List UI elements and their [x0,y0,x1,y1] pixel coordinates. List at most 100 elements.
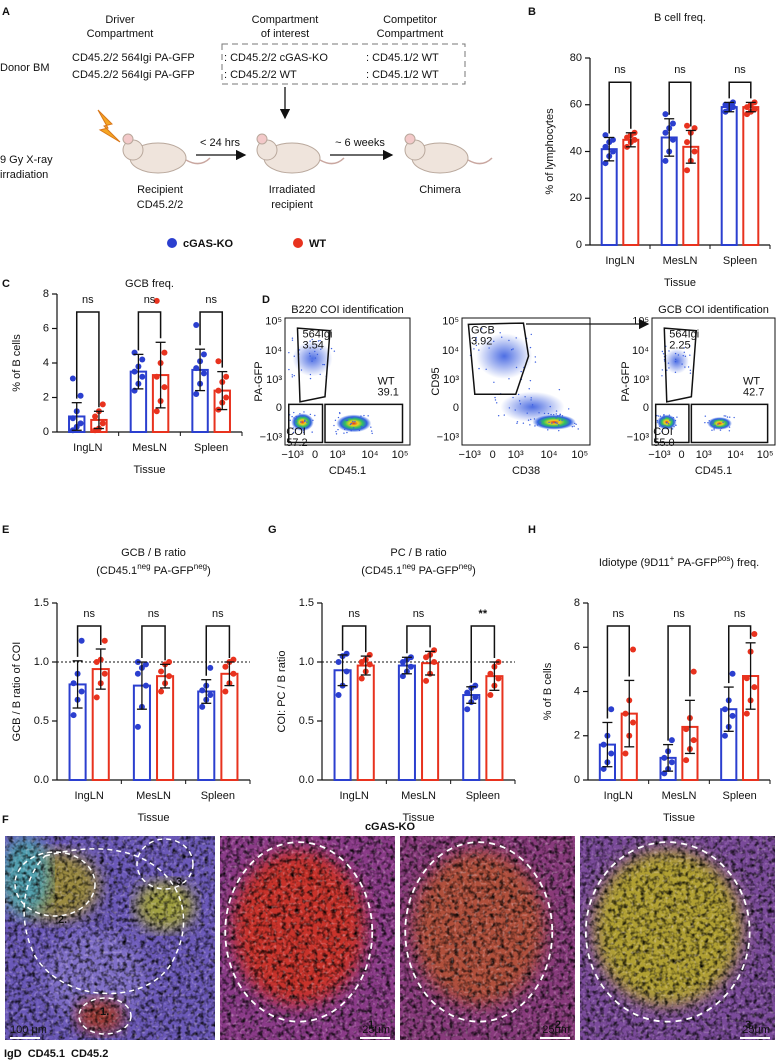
event-dot [555,413,557,415]
event-dot [656,419,659,422]
data-point [669,136,676,143]
data-point [743,710,750,717]
event-dot [295,418,297,420]
event-dot [665,422,668,424]
y-tick-label: 1.5 [34,597,49,609]
data-point [223,373,230,380]
event-dot [303,411,305,413]
event-dot [319,339,321,342]
event-dot [657,415,660,417]
event-dot [575,423,577,426]
event-dot [475,344,478,347]
data-point [721,732,728,739]
event-dot [530,399,532,401]
y-tick-label: 8 [43,288,49,300]
event-dot [714,418,717,421]
y-axis-label: PA-GFP [253,361,265,401]
x-tick-label: −10³ [648,449,671,461]
significance-bracket [141,625,166,661]
event-dot [473,348,475,350]
gate-value: 57.2 [286,437,307,449]
event-dot [323,363,326,366]
data-point [134,723,141,730]
event-dot [558,414,560,417]
significance-bracket [727,625,752,684]
event-dot [333,424,335,427]
event-dot [715,427,717,429]
data-point [99,401,106,408]
event-dot [335,430,337,433]
y-tick-label: 0 [453,402,459,414]
y-tick-label: 10⁵ [265,316,282,328]
data-point [366,661,373,668]
y-tick-label: 8 [574,597,580,609]
y-axis-label: CD95 [430,367,442,395]
gate-name: GCB [471,325,495,337]
gate [663,327,698,403]
row-label: Donor BM [0,62,50,74]
texture [580,836,775,1040]
chart-subtitle-part: neg [459,562,472,571]
event-dot [712,422,714,424]
event-dot [527,419,530,421]
lightning-icon [97,109,121,143]
event-dot [514,409,516,411]
gate-name: 564Igi [303,328,333,340]
event-dot [539,423,541,426]
density-blob [292,340,333,377]
event-dot [333,350,336,352]
header-text: Compartment [377,28,444,40]
data-point [631,136,638,143]
event-dot [674,371,677,374]
x-tick-label: 10⁴ [362,449,379,461]
significance-bracket [199,311,224,368]
data-point [683,757,690,764]
stain-legend: CD45.1 [28,1048,65,1060]
event-dot [485,368,487,370]
density-blob [476,333,533,379]
event-dot [708,420,710,422]
event-dot [293,355,295,357]
density-blob [532,414,576,430]
event-dot [292,431,295,434]
x-tick-label: 0 [490,449,496,461]
event-dot [661,369,664,371]
event-dot [534,425,536,427]
data-point [630,646,637,653]
chart-subtitle-part: PA-GFP [151,565,194,577]
event-dot [530,418,532,421]
y-tick-label: 0 [43,426,49,438]
region-outline [14,851,96,917]
event-dot [547,429,549,431]
data-point [101,670,108,677]
data-point [431,647,438,654]
texture [5,836,215,1040]
scale-label: 25µm [742,1024,770,1036]
event-dot [674,352,677,355]
event-dot [303,431,305,434]
event-dot [661,430,663,432]
y-tick-label: 0 [574,774,580,786]
event-dot [659,415,662,417]
data-point [464,706,471,713]
region-outline [78,997,132,1035]
step-label: CD45.2/2 [137,199,183,211]
row-text: : CD45.1/2 WT [366,52,439,64]
event-dot [345,419,348,422]
legend-label: WT [309,238,326,250]
data-point [662,129,669,136]
data-point [193,391,200,398]
bar [397,664,416,781]
region-outline [136,838,194,890]
chart-title-part: ) freq. [730,557,759,569]
event-dot [663,413,665,416]
event-dot [519,403,522,405]
event-dot [302,428,305,430]
event-dot [672,416,675,419]
x-tick-label: 10⁵ [571,449,588,461]
row-text: : CD45.1/2 WT [366,69,439,81]
event-dot [674,358,677,361]
significance-bracket [75,311,100,408]
event-dot [516,421,519,423]
significance-bracket [137,311,162,351]
